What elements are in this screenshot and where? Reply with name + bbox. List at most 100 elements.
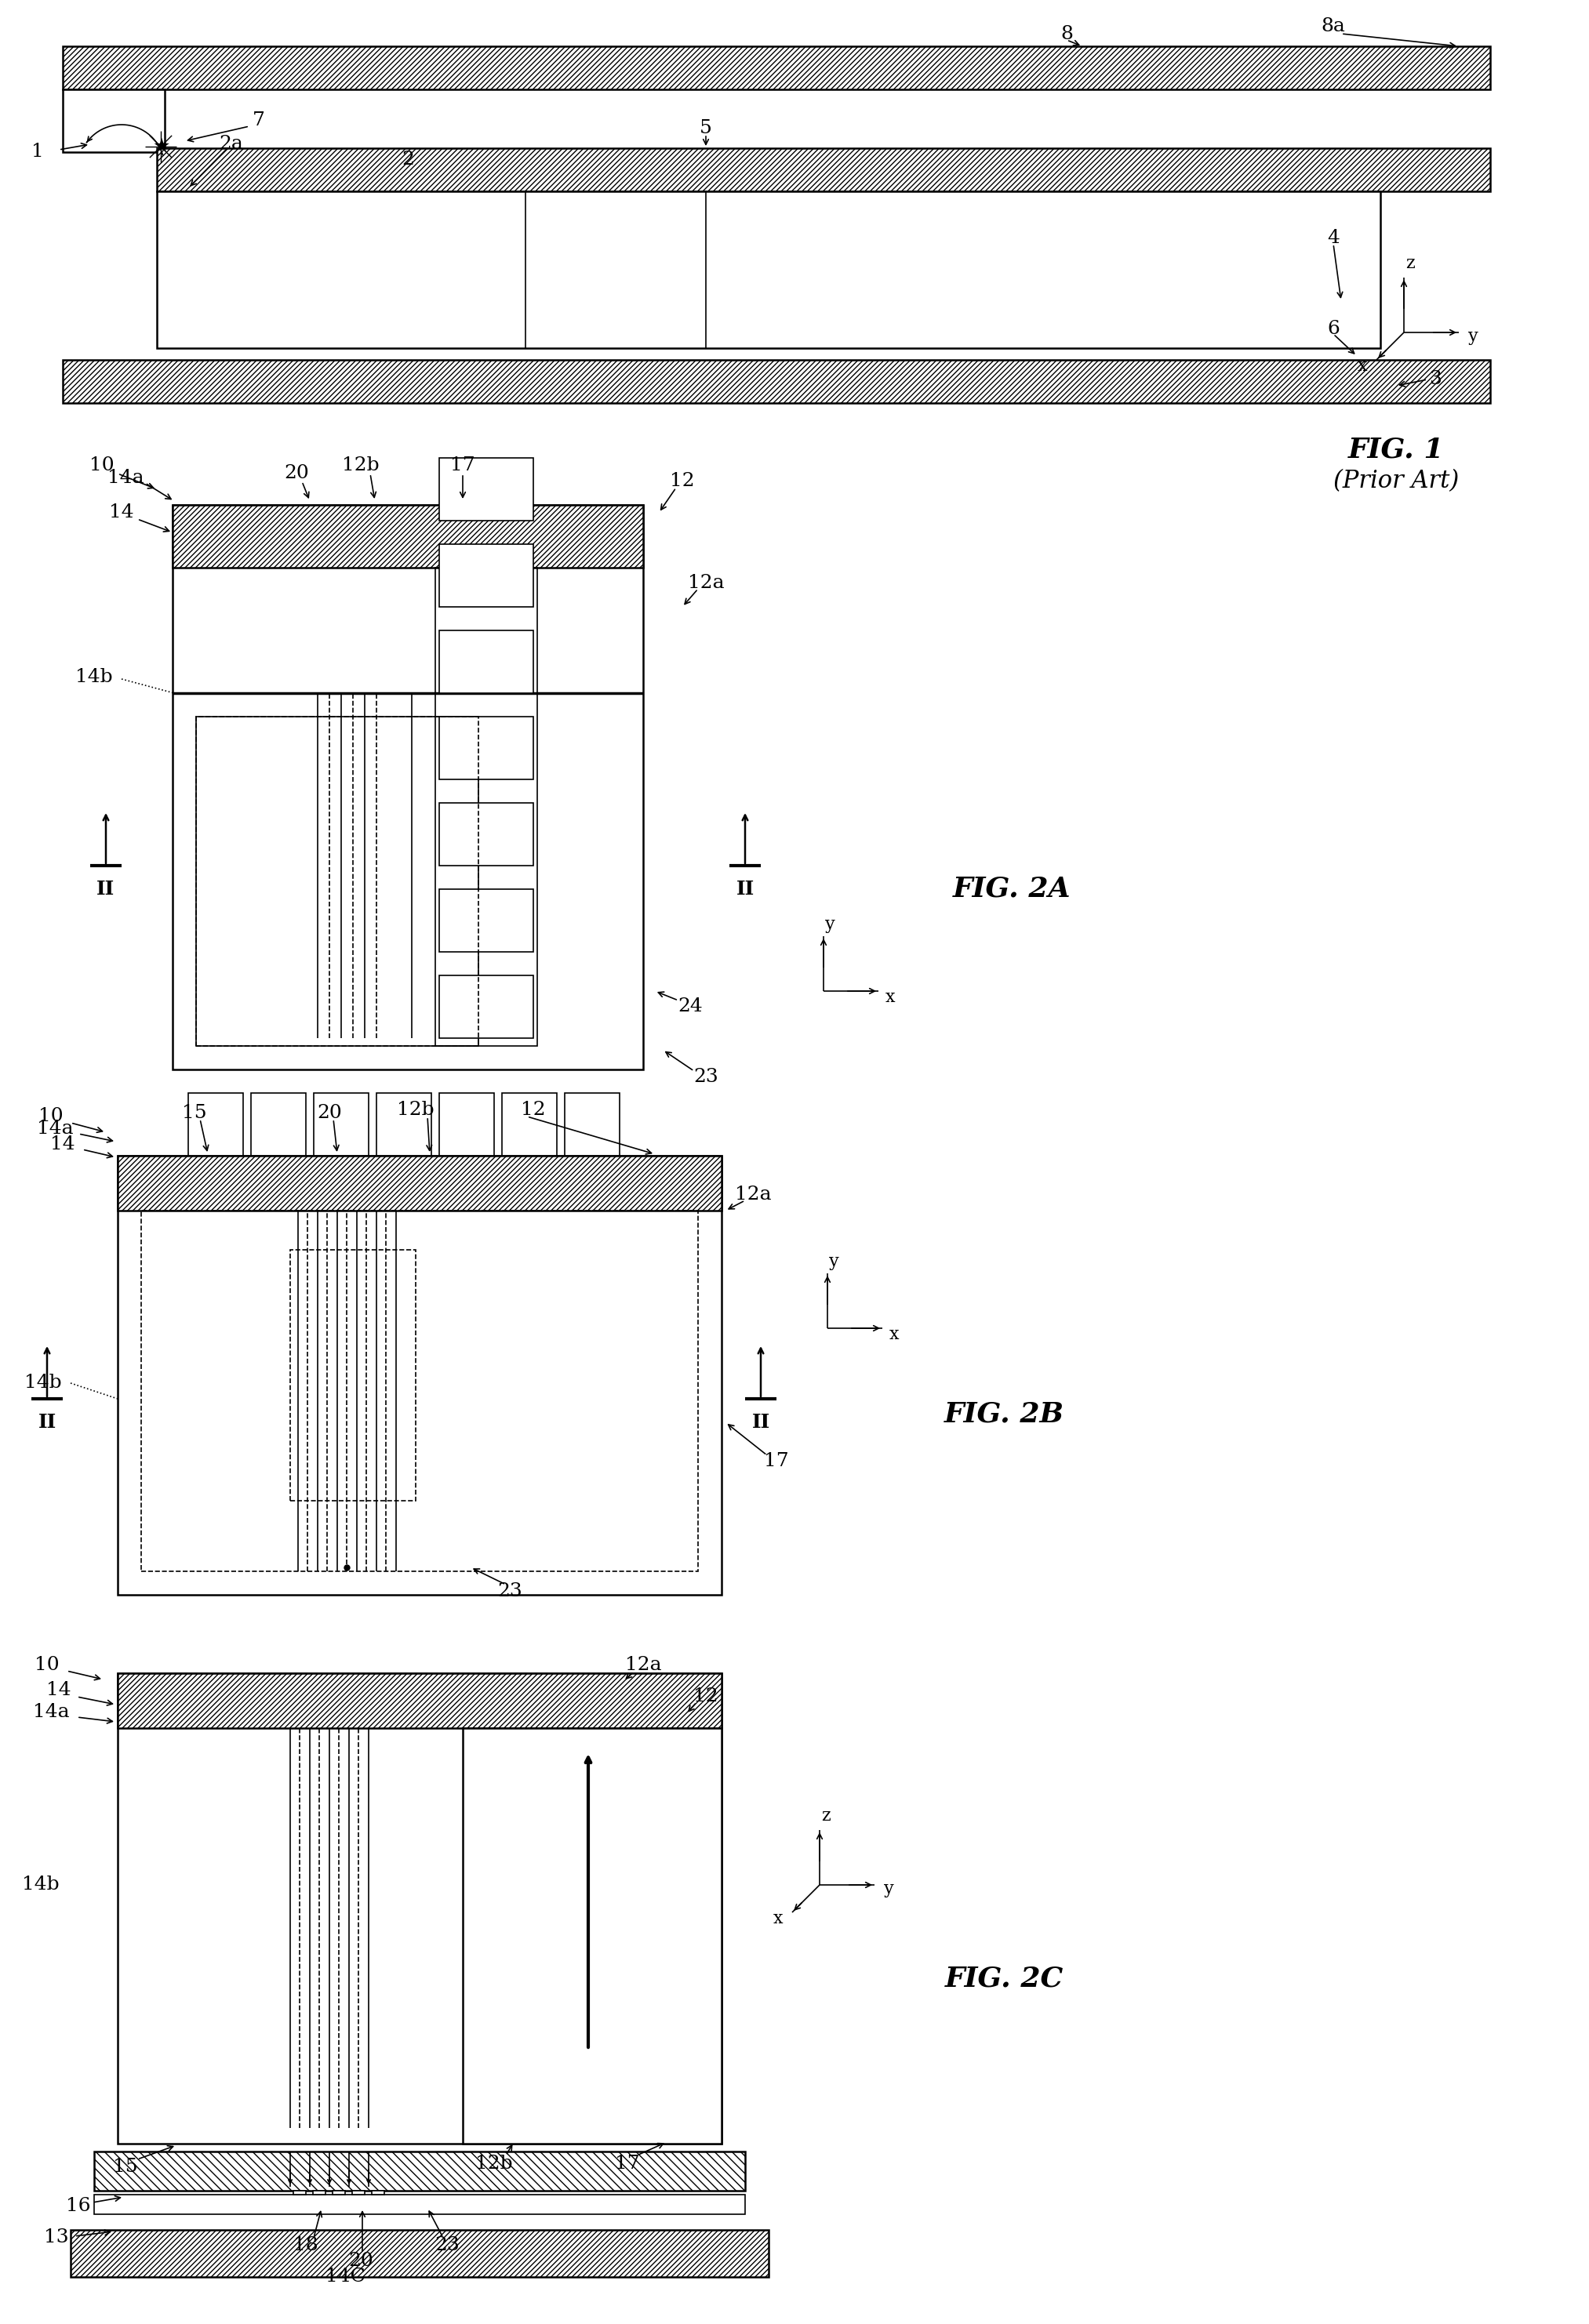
Bar [62,46,1490,88]
Bar [251,1092,305,1188]
Bar [294,2192,305,2194]
Text: 23: 23 [435,2236,459,2254]
Text: (Prior Art): (Prior Art) [1333,469,1459,493]
Text: II: II [752,1413,771,1432]
Text: FIG. 2C: FIG. 2C [944,1966,1063,1992]
Bar [118,1155,721,1211]
Text: 14: 14 [110,504,133,523]
Bar [62,88,165,151]
Text: 20: 20 [284,465,308,483]
Text: 7: 7 [253,112,265,130]
Bar [439,976,534,1039]
Bar [173,1195,644,1218]
Text: 15: 15 [183,1104,207,1122]
Text: 20: 20 [348,2252,373,2271]
Bar [372,2192,385,2194]
Text: 23: 23 [693,1069,718,1085]
Bar [462,1729,721,2143]
Text: 10: 10 [38,1109,64,1125]
Bar [173,504,644,1069]
Text: 12a: 12a [734,1185,771,1204]
Bar [439,630,534,693]
Text: 14b: 14b [22,1875,59,1894]
Text: x: x [885,988,895,1006]
Bar [313,2192,326,2194]
Text: x: x [774,1910,783,1927]
Bar [353,2192,365,2194]
Bar [439,890,534,953]
Text: 6: 6 [1327,318,1340,337]
Text: y: y [829,1253,839,1271]
Bar [94,2194,745,2215]
Text: 12b: 12b [342,458,380,474]
Text: II: II [97,881,114,899]
Text: FIG. 2B: FIG. 2B [944,1401,1065,1427]
Bar [435,567,537,1046]
Text: 10: 10 [35,1657,59,1673]
Bar [195,716,478,1046]
Text: II: II [736,881,755,899]
Bar [118,1673,721,1729]
Text: x: x [890,1327,899,1343]
Bar [313,1092,369,1188]
Text: II: II [38,1413,56,1432]
Bar [439,716,534,779]
Text: 17: 17 [615,2154,640,2173]
Text: FIG. 2A: FIG. 2A [953,876,1071,902]
Text: 2a: 2a [219,135,243,153]
Text: 3: 3 [1429,370,1441,388]
Text: 12b: 12b [475,2154,513,2173]
Text: 14a: 14a [106,469,143,486]
Text: z: z [822,1808,831,1824]
Bar [141,1211,698,1571]
Bar [62,360,1490,402]
Bar [157,149,1490,191]
Text: 13: 13 [44,2229,68,2247]
Text: z: z [1406,256,1414,272]
Text: 17: 17 [764,1452,788,1471]
Text: 14C: 14C [326,2268,365,2287]
Bar [377,1092,431,1188]
Text: 12: 12 [521,1102,545,1120]
Text: 12: 12 [693,1687,718,1706]
Text: 5: 5 [699,119,712,137]
Bar [564,1092,620,1188]
Bar [291,1250,416,1501]
Bar [188,1092,243,1188]
Bar [118,1673,721,2143]
Text: 10: 10 [89,458,114,474]
Text: y: y [825,916,834,932]
Bar [173,504,644,567]
Text: x: x [1357,358,1367,374]
Text: 18: 18 [294,2236,318,2254]
Text: 14a: 14a [37,1120,73,1136]
Text: 12a: 12a [624,1657,661,1673]
Bar [439,544,534,607]
Text: y: y [1468,328,1478,344]
Bar [332,2192,345,2194]
Text: 12: 12 [671,472,694,490]
Text: 23: 23 [497,1583,523,1599]
Text: 16: 16 [67,2199,91,2215]
Bar [94,2152,745,2192]
Bar [439,802,534,865]
Text: 24: 24 [679,997,702,1016]
Bar [157,191,1381,349]
Text: 14b: 14b [24,1373,62,1392]
Text: 12b: 12b [397,1102,434,1120]
Text: 1: 1 [32,144,44,160]
Text: 14: 14 [51,1134,75,1153]
Text: $\bigstar$: $\bigstar$ [153,137,170,156]
Bar [502,1092,556,1188]
Text: y: y [883,1880,893,1896]
Text: 8a: 8a [1320,19,1346,35]
Text: 14b: 14b [75,669,113,686]
Text: 12a: 12a [688,574,725,593]
Text: 15: 15 [113,2159,138,2175]
Text: 17: 17 [450,458,475,474]
Bar [439,458,534,521]
Bar [70,2231,769,2278]
Text: 14a: 14a [33,1703,70,1722]
Bar [118,1155,721,1594]
Text: 2: 2 [402,151,415,170]
